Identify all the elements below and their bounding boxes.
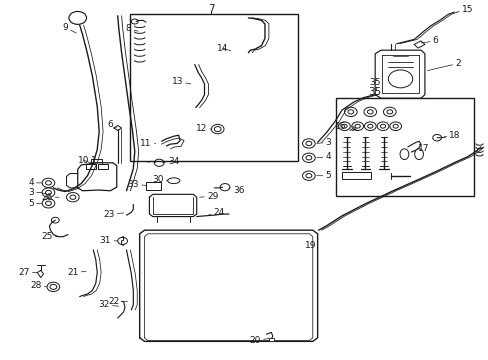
Text: 10: 10 xyxy=(78,156,91,165)
Text: 22: 22 xyxy=(108,297,127,306)
Text: 4: 4 xyxy=(316,152,330,161)
Text: 7: 7 xyxy=(207,4,214,14)
Ellipse shape xyxy=(399,149,408,159)
Text: 19: 19 xyxy=(304,241,315,250)
Text: 9: 9 xyxy=(62,23,76,33)
Text: 35: 35 xyxy=(368,78,380,87)
Text: 33: 33 xyxy=(127,180,146,189)
Text: 5: 5 xyxy=(316,171,330,180)
Text: 2: 2 xyxy=(427,59,460,71)
Text: 6: 6 xyxy=(107,120,117,129)
Text: 12: 12 xyxy=(196,123,211,132)
Text: 17: 17 xyxy=(413,144,429,153)
Text: 15: 15 xyxy=(456,5,472,14)
Text: 20: 20 xyxy=(249,336,268,345)
Ellipse shape xyxy=(167,178,180,184)
Text: 18: 18 xyxy=(444,131,460,140)
Ellipse shape xyxy=(414,149,423,159)
Text: 13: 13 xyxy=(171,77,190,86)
Text: 1: 1 xyxy=(91,156,101,165)
Text: 11: 11 xyxy=(140,139,156,148)
Text: 21: 21 xyxy=(67,268,86,277)
Text: 27: 27 xyxy=(19,268,37,277)
Text: 26: 26 xyxy=(41,193,59,202)
Text: 35: 35 xyxy=(368,87,381,97)
Text: 16: 16 xyxy=(335,122,350,131)
Text: 4: 4 xyxy=(28,178,42,187)
Text: 14: 14 xyxy=(216,44,230,53)
Text: 28: 28 xyxy=(30,281,47,290)
Text: 29: 29 xyxy=(199,192,218,201)
Text: 34: 34 xyxy=(162,157,179,166)
Text: 36: 36 xyxy=(228,185,244,194)
Bar xyxy=(268,338,273,341)
Text: 5: 5 xyxy=(28,199,42,208)
Bar xyxy=(146,182,160,190)
Text: 3: 3 xyxy=(316,138,330,147)
Text: 31: 31 xyxy=(100,236,118,245)
Text: 6: 6 xyxy=(420,36,438,45)
Text: 23: 23 xyxy=(103,210,123,219)
Text: 30: 30 xyxy=(152,175,167,184)
Bar xyxy=(335,98,473,196)
Text: 8: 8 xyxy=(125,24,138,33)
Text: 32: 32 xyxy=(98,300,119,309)
Text: 25: 25 xyxy=(41,232,59,241)
Bar xyxy=(341,172,370,179)
Text: 24: 24 xyxy=(207,208,224,217)
Text: 3: 3 xyxy=(28,188,42,197)
Bar xyxy=(130,14,298,161)
